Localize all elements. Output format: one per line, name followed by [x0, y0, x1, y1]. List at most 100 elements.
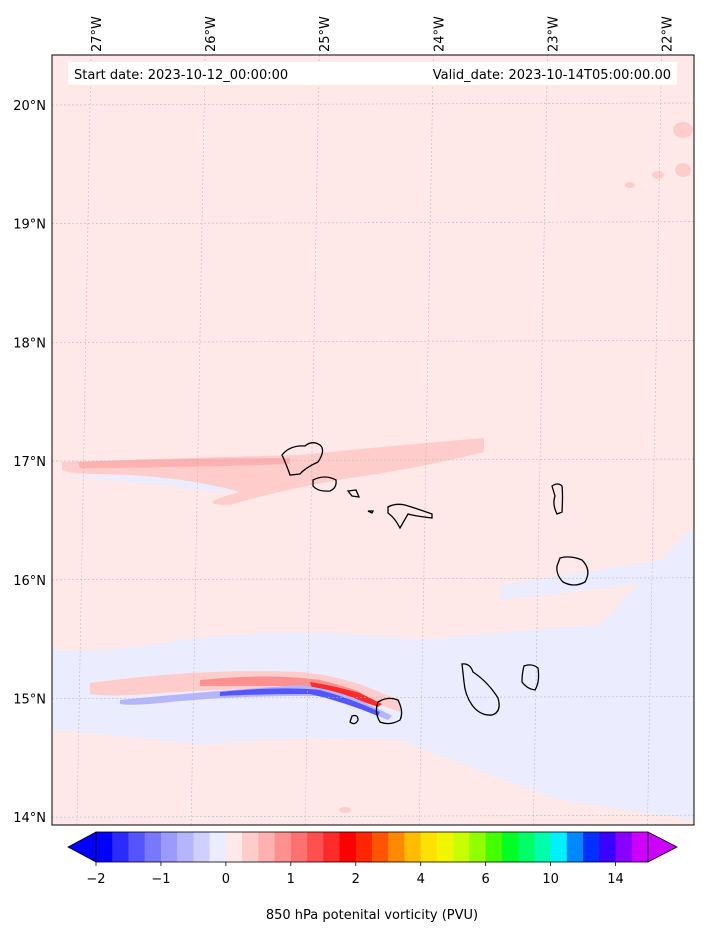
longitude-gridline — [304, 54, 320, 826]
colorbar-segment — [420, 832, 438, 862]
start-date-label: Start date: 2023-10-12_00:00:00 — [74, 68, 288, 83]
colorbar-segment — [339, 832, 357, 862]
island-santa-luzia — [346, 489, 361, 498]
longitude-tick-label: 24°W — [432, 16, 447, 52]
colorbar-segment — [550, 832, 568, 862]
longitude-tick-label: 25°W — [318, 16, 333, 52]
island-sal — [551, 483, 564, 515]
island-maio — [521, 664, 540, 691]
colorbar-segment — [258, 832, 276, 862]
pv-negative-weak-region — [52, 530, 694, 820]
latitude-tick-label: 14°N — [13, 811, 46, 826]
pv-patch — [652, 171, 664, 179]
colorbar-segment — [193, 832, 211, 862]
pv-patch — [673, 122, 693, 138]
latitude-gridline — [51, 340, 695, 343]
island-sao-vicente — [312, 476, 337, 492]
colorbar-tick-labels: −2 −1 0 1 2 4 6 10 14 — [86, 862, 624, 887]
island-sao-nicolau — [387, 503, 433, 530]
colorbar-tick-label: −1 — [151, 872, 170, 887]
map-gridlines — [51, 54, 695, 826]
pv-negative-weak-band-east — [500, 555, 694, 600]
colorbar-segment — [388, 832, 405, 862]
longitude-gridline — [190, 54, 206, 826]
latitude-gridline — [51, 814, 695, 818]
latitude-gridline — [51, 458, 695, 462]
colorbar-tick-label: 6 — [482, 872, 490, 887]
colorbar-segment — [404, 832, 422, 862]
pv-patch — [339, 807, 351, 813]
island-boa-vista — [556, 556, 589, 586]
colorbar-frame — [95, 831, 649, 863]
latitude-tick-label: 20°N — [13, 99, 46, 114]
colorbar-segment — [518, 832, 535, 862]
colorbar — [67, 831, 678, 863]
valid-date-label: Valid_date: 2023-10-14T05:00:00.00 — [433, 68, 671, 83]
colorbar-tick-label: −2 — [86, 872, 105, 887]
pv-negative-strong-band-south — [220, 688, 380, 716]
colorbar-segment — [615, 832, 633, 862]
longitude-gridline — [533, 54, 548, 826]
latitude-tick-label: 18°N — [13, 336, 46, 351]
coastlines — [281, 442, 589, 725]
colorbar-segment — [469, 832, 487, 862]
longitude-tick-label: 22°W — [661, 16, 676, 52]
pv-shading — [52, 122, 694, 820]
latitude-tick-labels: 20°N 19°N 18°N 17°N 16°N 15°N 14°N — [13, 99, 46, 826]
colorbar-segment — [566, 832, 584, 862]
pv-positive-weak-band-north — [62, 438, 484, 505]
latitude-gridline — [51, 696, 695, 699]
island-santo-antao — [281, 442, 324, 476]
longitude-tick-label: 27°W — [90, 16, 105, 52]
colorbar-segment — [372, 832, 389, 862]
pv-patch — [625, 182, 635, 188]
longitude-gridline — [419, 54, 434, 826]
colorbar-segment — [631, 832, 649, 862]
colorbar-tick-label: 10 — [542, 872, 559, 887]
colorbar-tick-label: 4 — [417, 872, 425, 887]
colorbar-segment — [534, 832, 552, 862]
colorbar-label: 850 hPa potenital vorticity (PVU) — [266, 908, 478, 923]
latitude-tick-label: 15°N — [13, 693, 46, 708]
colorbar-segment — [209, 832, 227, 862]
colorbar-segment — [501, 832, 519, 862]
colorbar-segment — [485, 832, 503, 862]
map-panel: Start date: 2023-10-12_00:00:00 Valid_da… — [51, 54, 695, 826]
colorbar-over-extension — [647, 831, 678, 863]
colorbar-segment — [160, 832, 178, 862]
map-frame — [51, 54, 695, 826]
colorbar-segment — [128, 832, 146, 862]
latitude-gridline — [51, 577, 695, 581]
colorbar-segment — [436, 832, 454, 862]
colorbar-segment — [583, 832, 600, 862]
island-brava — [349, 714, 359, 725]
colorbar-segment — [355, 832, 373, 862]
colorbar-under-extension — [67, 831, 97, 863]
colorbar-segment — [599, 832, 617, 862]
colorbar-segment — [177, 832, 194, 862]
colorbar-segment — [307, 832, 324, 862]
pv-patch — [675, 163, 691, 177]
colorbar-tick-label: 2 — [352, 872, 360, 887]
pv-negative-weak-band-north — [60, 475, 270, 493]
colorbar-segment — [144, 832, 162, 862]
colorbar-tick-label: 1 — [287, 872, 295, 887]
colorbar-tick-label: 14 — [607, 872, 624, 887]
latitude-tick-label: 17°N — [13, 455, 46, 470]
pv-positive-strong-band-south — [310, 682, 382, 707]
latitude-tick-label: 16°N — [13, 574, 46, 589]
colorbar-segment — [290, 832, 308, 862]
pv-positive-moderate-band-south — [200, 676, 362, 697]
longitude-tick-label: 26°W — [204, 16, 219, 52]
latitude-gridline — [51, 221, 695, 224]
colorbar-segment — [453, 832, 470, 862]
longitude-tick-label: 23°W — [546, 16, 561, 52]
colorbar-segment — [274, 832, 292, 862]
longitude-gridline — [76, 54, 92, 826]
colorbar-tick-label: 0 — [222, 872, 230, 887]
latitude-gridline — [51, 102, 695, 106]
island-raso — [367, 510, 375, 514]
island-fogo — [375, 697, 403, 725]
colorbar-segment — [323, 832, 341, 862]
